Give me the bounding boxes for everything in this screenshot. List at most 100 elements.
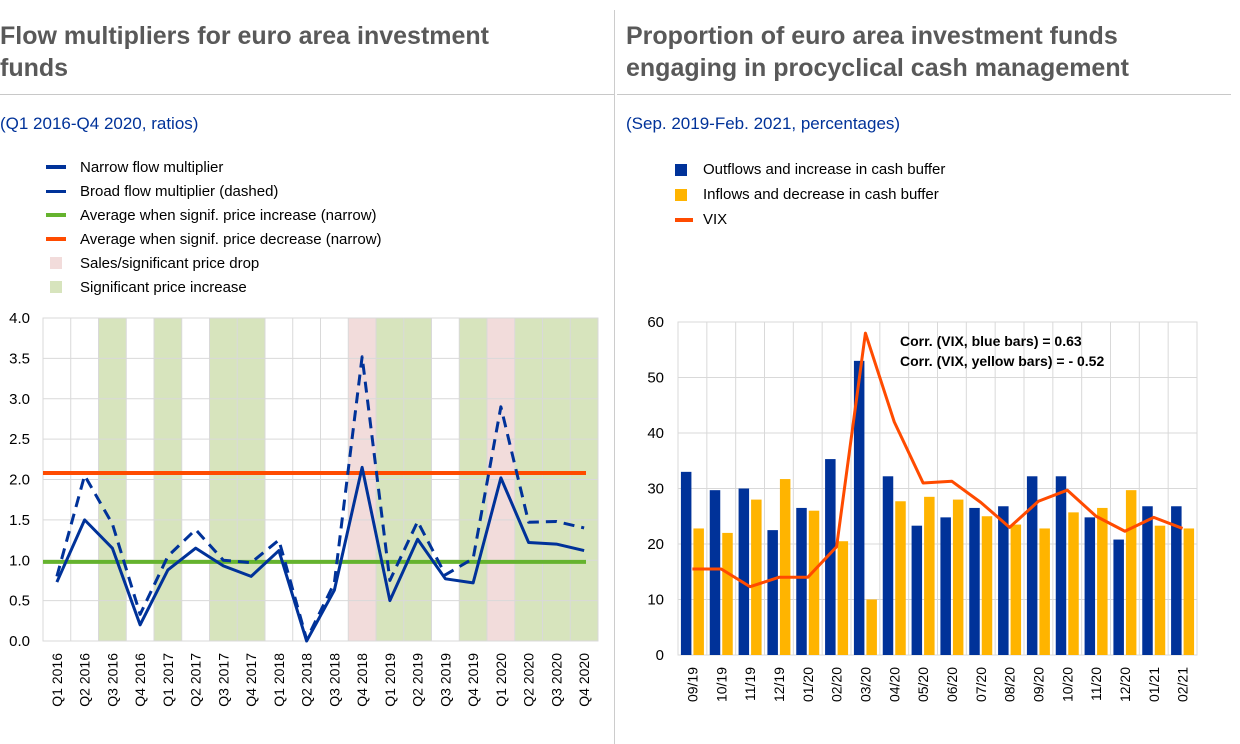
- legend-swatch: [675, 163, 687, 176]
- panel-divider: [614, 10, 615, 744]
- x-tick-label: Q4 2020: [576, 653, 592, 707]
- x-tick-label: 09/19: [684, 667, 700, 702]
- legend-item-price-drop: Sales/significant price drop: [46, 251, 382, 275]
- bar-inflows: [1010, 524, 1022, 655]
- legend-item-vix: VIX: [675, 207, 945, 232]
- bar-inflows: [952, 499, 964, 655]
- bar-inflows: [1068, 512, 1079, 655]
- bar-inflows: [751, 499, 762, 655]
- bar-inflows: [808, 510, 820, 655]
- bar-outflows: [1055, 476, 1067, 655]
- y-tick-label: 2.0: [9, 472, 30, 489]
- legend-swatch: [675, 217, 693, 222]
- x-tick-label: Q1 2020: [493, 653, 509, 707]
- bar-inflows: [1183, 528, 1195, 655]
- x-tick-label: Q2 2020: [521, 653, 537, 707]
- bar-inflows: [722, 532, 733, 655]
- x-tick-label: 12/20: [1117, 667, 1133, 702]
- title-rule: [0, 94, 614, 95]
- x-tick-label: 01/21: [1146, 667, 1162, 702]
- legend: Outflows and increase in cash buffer Inf…: [675, 157, 945, 232]
- bar-outflows: [738, 488, 750, 655]
- bar-outflows: [998, 506, 1009, 655]
- legend-item-avg-decrease: Average when signif. price decrease (nar…: [46, 227, 382, 251]
- x-tick-label: 10/19: [713, 667, 729, 702]
- x-tick-label: Q2 2019: [410, 653, 426, 707]
- x-tick-label: Q3 2019: [437, 653, 453, 707]
- legend-swatch: [46, 165, 66, 169]
- legend-item-narrow: Narrow flow multiplier: [46, 155, 382, 179]
- bar-outflows: [825, 459, 836, 655]
- title-line-2: engaging in procyclical cash management: [626, 54, 1129, 82]
- bar-outflows: [911, 525, 923, 655]
- x-tick-label: Q1 2018: [271, 653, 287, 707]
- bar-outflows: [767, 530, 778, 655]
- x-tick-label: Q1 2017: [160, 653, 176, 707]
- bar-outflows: [1113, 539, 1124, 655]
- x-tick-label: Q4 2019: [465, 653, 481, 707]
- x-tick-label: 02/20: [829, 667, 845, 702]
- x-tick-label: Q4 2017: [243, 653, 259, 707]
- legend-item-price-increase: Significant price increase: [46, 275, 382, 299]
- y-tick-label: 4.0: [9, 310, 30, 327]
- x-tick-label: 11/20: [1088, 667, 1104, 701]
- x-tick-label: Q1 2016: [49, 653, 65, 707]
- x-tick-label: 06/20: [944, 667, 960, 702]
- x-tick-label: Q3 2018: [326, 653, 342, 707]
- chart-subtitle: (Sep. 2019-Feb. 2021, percentages): [626, 114, 901, 133]
- x-tick-label: Q2 2017: [188, 653, 204, 707]
- title-rule: [617, 94, 1231, 95]
- bar-inflows: [981, 516, 993, 655]
- legend-label: Narrow flow multiplier: [80, 158, 224, 176]
- x-tick-label: Q4 2018: [354, 653, 370, 707]
- legend-swatch: [46, 213, 66, 217]
- x-tick-label: Q3 2016: [104, 653, 120, 707]
- bar-outflows: [709, 490, 721, 655]
- bar-outflows: [1026, 476, 1038, 655]
- legend: Narrow flow multiplier Broad flow multip…: [46, 155, 382, 299]
- bar-inflows: [779, 479, 791, 655]
- bar-inflows: [866, 599, 877, 655]
- broad-multiplier-line: [55, 355, 585, 641]
- bar-inflows: [693, 528, 704, 655]
- y-tick-label: 1.0: [9, 552, 30, 569]
- x-tick-label: 02/21: [1175, 667, 1191, 702]
- legend-item-inflows: Inflows and decrease in cash buffer: [675, 182, 945, 207]
- y-tick-label: 40: [647, 425, 664, 442]
- bar-inflows: [837, 541, 849, 655]
- y-tick-label: 50: [647, 370, 664, 387]
- x-tick-label: 11/19: [742, 667, 758, 701]
- x-tick-label: 07/20: [973, 667, 989, 702]
- flow-multiplier-chart: 0.0 0.5 1.0 1.5 2.0 2.5 3.0 3.5 4.0 Q1 2016 Q2 201…: [9, 310, 599, 707]
- x-tick-label: 10/20: [1059, 667, 1075, 702]
- vix-line: [692, 331, 1184, 589]
- legend-item-avg-increase: Average when signif. price increase (nar…: [46, 203, 382, 227]
- left-panel: Flow multipliers for euro area investmen…: [0, 0, 614, 744]
- y-tick-label: 0.5: [9, 593, 30, 610]
- x-tick-label: Q1 2019: [382, 653, 398, 707]
- bar-outflows: [940, 517, 951, 655]
- legend-item-broad: Broad flow multiplier (dashed): [46, 179, 382, 203]
- legend-label: Broad flow multiplier (dashed): [80, 182, 279, 200]
- bar-inflows: [924, 496, 935, 655]
- x-tick-label: 05/20: [915, 667, 931, 702]
- y-tick-label: 10: [647, 592, 664, 609]
- legend-label: Sales/significant price drop: [80, 254, 260, 272]
- x-tick-label: 12/19: [771, 667, 787, 702]
- legend-swatch: [675, 188, 687, 201]
- y-tick-label: 3.5: [9, 350, 30, 367]
- legend-label: VIX: [703, 211, 728, 228]
- correlation-annotation-yellow: Corr. (VIX, yellow bars) = - 0.52: [900, 353, 1104, 369]
- legend-swatch: [50, 281, 62, 293]
- x-tick-label: Q2 2018: [299, 653, 315, 707]
- y-tick-label: 60: [647, 314, 664, 331]
- bar-inflows: [1039, 528, 1050, 655]
- y-tick-label: 0.0: [9, 633, 30, 650]
- x-tick-label: Q3 2017: [215, 653, 231, 707]
- bar-outflows: [1171, 506, 1182, 655]
- bar-inflows: [895, 501, 906, 655]
- legend-label: Average when signif. price decrease (nar…: [80, 230, 382, 248]
- bar-outflows: [882, 476, 894, 655]
- x-tick-label: 08/20: [1002, 667, 1018, 702]
- procyclical-cash-chart: 0 10 20 30 40 50 60 09/19 10/19 11/19 12/19 01/20 02…: [647, 314, 1198, 702]
